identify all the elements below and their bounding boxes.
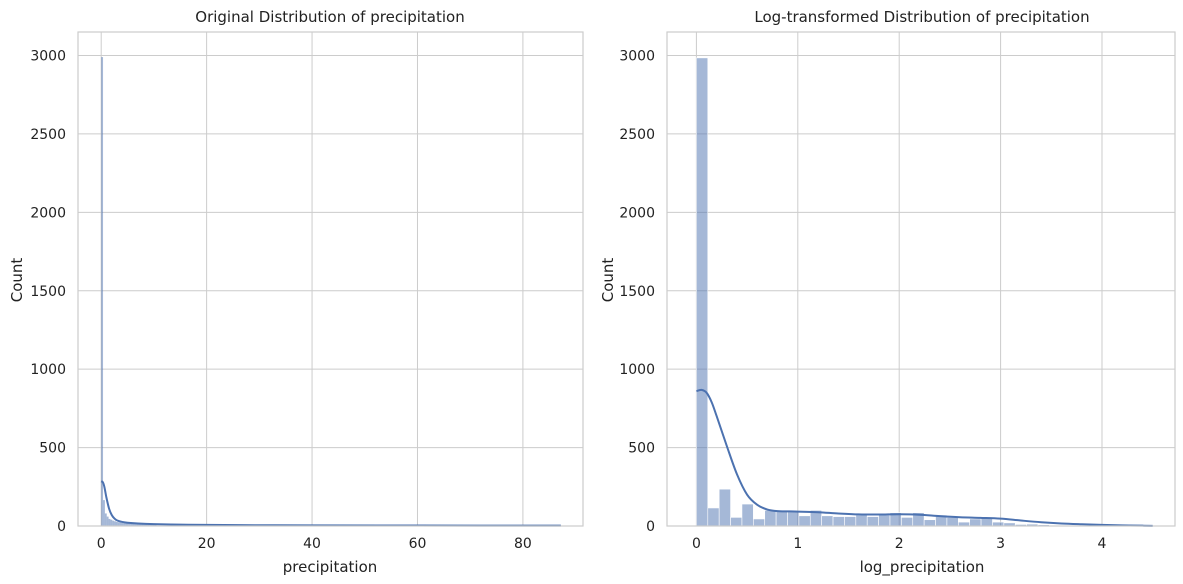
histogram-bar (844, 516, 857, 527)
histogram-bar (134, 524, 137, 526)
tick-labels: 0 20 40 60 80 0 500 1000 1500 2000 2500 3000 (30, 49, 531, 552)
histogram-bar (112, 520, 115, 526)
histogram-bar (718, 488, 731, 527)
histogram-bar (110, 519, 113, 526)
kde-curve (100, 480, 561, 527)
histogram-bar (832, 516, 845, 527)
histogram-bar (855, 514, 868, 527)
histogram-bar (149, 524, 152, 526)
y-tick-label: 500 (39, 441, 66, 457)
x-tick-label: 4 (1098, 536, 1107, 552)
y-tick-label: 1500 (30, 284, 66, 300)
grid (78, 32, 583, 527)
histogram-bar (901, 517, 914, 527)
histogram-bar (103, 500, 105, 526)
histogram-bar (121, 522, 124, 526)
plot-frame (666, 31, 1176, 527)
histogram-bar (143, 524, 146, 526)
histogram-bar (787, 510, 800, 527)
kde-layer (100, 480, 561, 527)
y-tick-label: 1500 (619, 284, 655, 300)
y-tick-label: 0 (646, 519, 655, 535)
histogram-bar (798, 515, 811, 527)
x-tick-label: 80 (514, 536, 532, 552)
histogram-bar (147, 524, 150, 526)
kde-layer (696, 388, 1153, 527)
x-tick-label: 40 (303, 536, 321, 552)
histogram-bar (775, 510, 788, 527)
histogram-bar (104, 513, 107, 526)
histogram-bar (117, 522, 120, 526)
x-tick-label: 0 (97, 536, 106, 552)
histogram-bar (136, 524, 139, 526)
x-tick-label: 20 (198, 536, 216, 552)
histogram-bar (946, 517, 959, 527)
histogram-bar (923, 519, 936, 527)
chart-title: Log-transformed Distribution of precipit… (754, 8, 1089, 26)
histogram-bar (128, 523, 131, 526)
y-tick-label: 3000 (30, 49, 66, 65)
y-tick-label: 0 (57, 519, 66, 535)
x-tick-label: 3 (996, 536, 1005, 552)
histogram-bar (119, 522, 122, 526)
histogram-bar (141, 524, 144, 526)
histogram-bar (108, 518, 111, 526)
x-axis-label: precipitation (283, 558, 378, 576)
histogram-bar (696, 57, 709, 527)
histogram-bar (101, 57, 104, 526)
y-tick-label: 2000 (619, 205, 655, 221)
x-tick-label: 2 (895, 536, 904, 552)
y-tick-label: 2500 (30, 127, 66, 143)
histogram-bar (138, 524, 140, 526)
histogram-bar (125, 523, 128, 526)
histogram-bar (866, 516, 879, 527)
y-tick-label: 2000 (30, 205, 66, 221)
histogram-bar (980, 517, 993, 527)
histogram-bar (123, 523, 126, 526)
histogram-bar (878, 514, 891, 527)
histogram-bar (106, 516, 109, 526)
panel-log-transformed: Log-transformed Distribution of precipit… (599, 8, 1176, 577)
histogram-bar (114, 521, 116, 526)
histogram-bar (115, 521, 118, 526)
histogram-bar (730, 517, 743, 527)
histogram-bar (753, 518, 766, 527)
histogram-bar (969, 518, 982, 527)
y-tick-label: 1000 (619, 362, 655, 378)
histogram-bar (821, 515, 834, 527)
y-axis-label: Count (8, 258, 26, 303)
panel-original: Original Distribution of precipitation p… (8, 8, 584, 576)
y-tick-label: 2500 (619, 127, 655, 143)
y-tick-label: 3000 (619, 49, 655, 65)
y-axis-label: Count (599, 258, 617, 303)
x-tick-label: 60 (409, 536, 427, 552)
x-tick-label: 1 (793, 536, 802, 552)
x-axis-label: log_precipitation (860, 558, 985, 577)
histogram-bar (741, 503, 754, 527)
y-tick-label: 1000 (30, 362, 66, 378)
x-tick-label: 0 (692, 536, 701, 552)
histogram-bar (130, 523, 133, 526)
plot-frame (77, 31, 584, 527)
grid (667, 32, 1175, 527)
tick-labels: 0 1 2 3 4 0 500 1000 1500 2000 2500 3000 (619, 49, 1106, 552)
histogram-bar (139, 524, 142, 526)
histogram-bars (696, 57, 1153, 527)
histogram-bar (127, 523, 129, 526)
histogram-bar (145, 524, 148, 526)
y-tick-label: 500 (628, 441, 655, 457)
histogram-bars (101, 57, 561, 526)
histogram-bar (707, 507, 720, 527)
histogram-bar (764, 510, 777, 527)
chart-title: Original Distribution of precipitation (195, 8, 464, 26)
histogram-bar (132, 523, 135, 526)
kde-curve (696, 388, 1153, 527)
histogram-bar (151, 524, 153, 526)
